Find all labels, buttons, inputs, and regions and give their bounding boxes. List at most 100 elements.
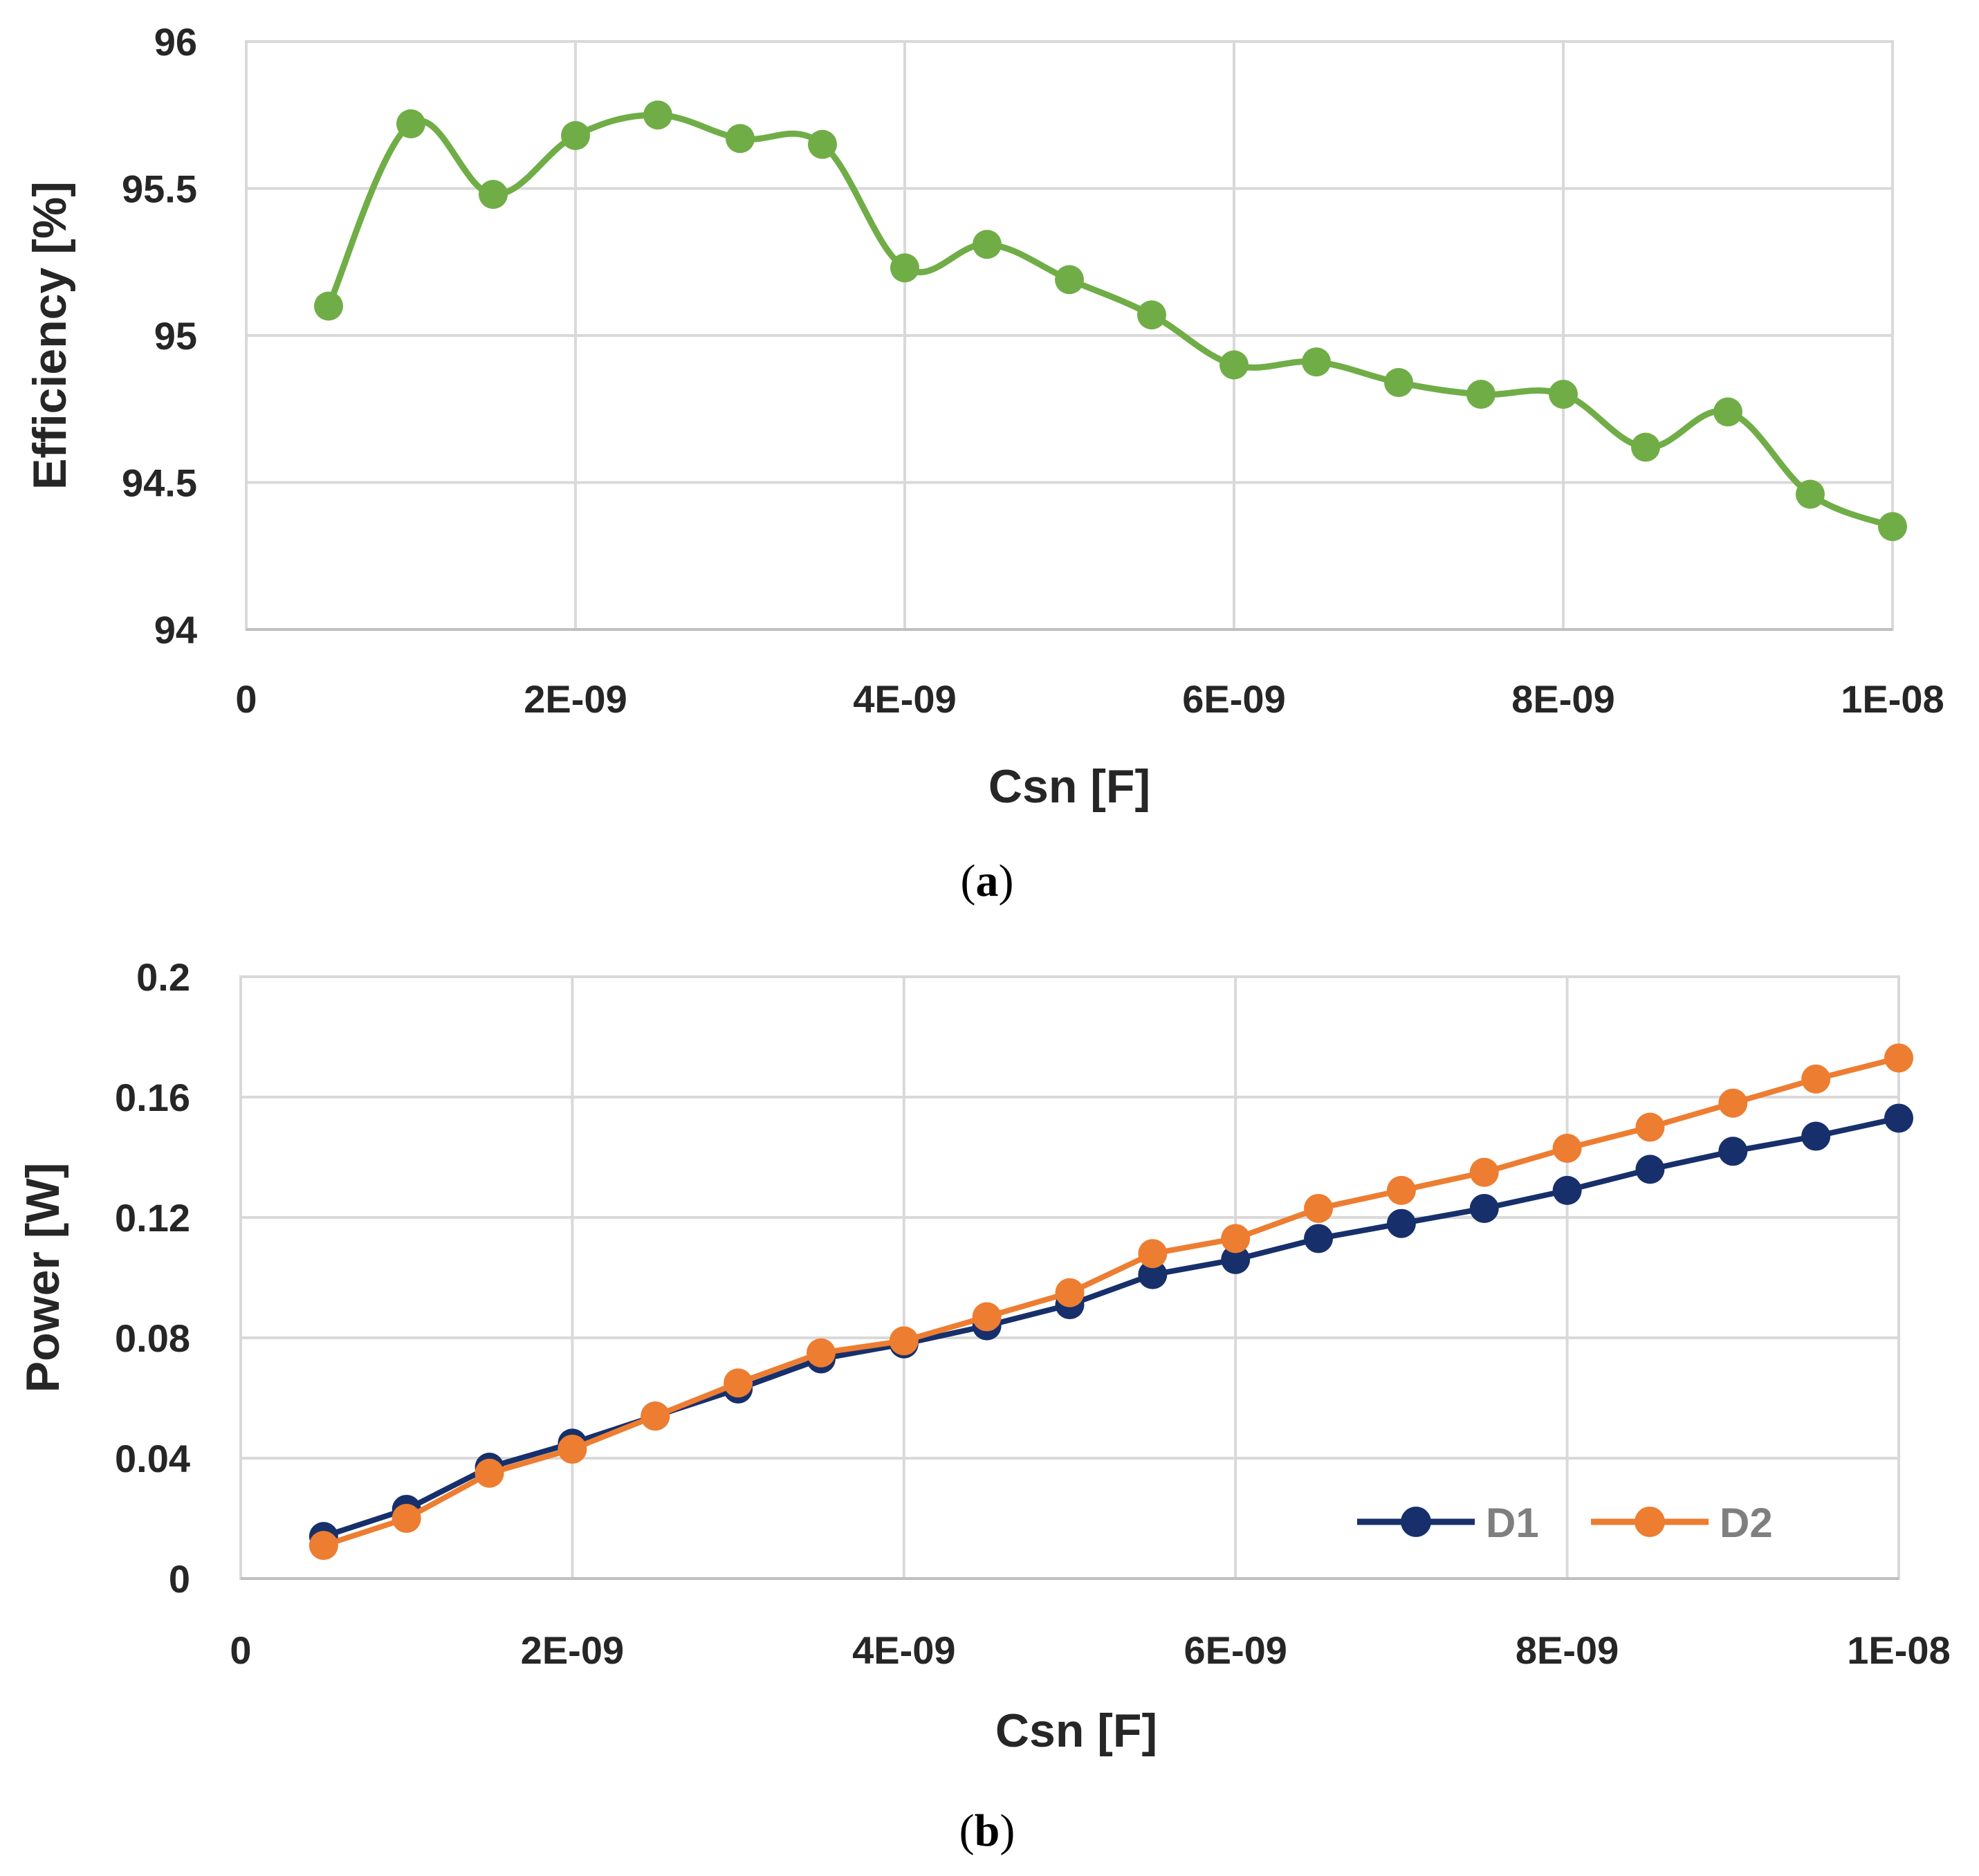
data-point-d2 (641, 1401, 670, 1431)
data-point-d2 (1469, 1157, 1499, 1187)
data-point-efficiency (1631, 432, 1660, 462)
y-tick-label: 0.16 (115, 1076, 190, 1119)
caption-close: ) (1000, 1805, 1015, 1856)
legend-d2-marker (1635, 1507, 1665, 1537)
x-tick-label: 8E-09 (1516, 1628, 1619, 1672)
y-tick-label: 95 (154, 314, 197, 358)
legend-d2-label: D2 (1720, 1500, 1773, 1546)
x-tick-label: 0 (230, 1628, 251, 1672)
data-point-d1 (1801, 1121, 1831, 1151)
data-point-d2 (1801, 1064, 1831, 1094)
x-tick-label: 4E-09 (852, 1628, 955, 1672)
y-tick-label: 96 (154, 20, 197, 64)
caption-open: ( (959, 1805, 975, 1856)
data-point-d1 (1718, 1137, 1748, 1166)
y-tick-label: 95.5 (122, 167, 197, 211)
data-point-d1 (1884, 1103, 1913, 1133)
data-point-d2 (1386, 1175, 1416, 1205)
data-point-d1 (1469, 1193, 1499, 1223)
data-point-efficiency (973, 230, 1002, 259)
data-point-efficiency (1384, 368, 1413, 397)
y-tick-label: 94.5 (122, 461, 197, 505)
data-point-d2 (1718, 1088, 1748, 1118)
x-tick-label: 2E-09 (521, 1628, 624, 1672)
y-tick-label: 94 (154, 608, 197, 652)
legend-d1-label: D1 (1486, 1500, 1539, 1546)
data-point-d2 (475, 1458, 504, 1488)
x-tick-labels: 0 2E-09 4E-09 6E-09 8E-09 1E-08 (235, 677, 1944, 721)
data-point-efficiency (479, 180, 508, 209)
data-point-d2 (1552, 1133, 1582, 1163)
data-point-d1 (1386, 1208, 1416, 1238)
caption-b: (b) (959, 1805, 1015, 1856)
y-tick-label: 0.04 (115, 1437, 190, 1480)
data-point-efficiency (561, 121, 590, 150)
data-point-efficiency (314, 291, 343, 321)
data-point-efficiency (643, 100, 672, 130)
data-point-d2 (558, 1434, 587, 1464)
data-point-d2 (309, 1531, 338, 1561)
caption-open: ( (961, 856, 976, 906)
data-point-efficiency (726, 124, 755, 154)
data-point-d2 (1304, 1193, 1334, 1223)
x-tick-label: 1E-08 (1847, 1628, 1950, 1672)
x-tick-label: 4E-09 (853, 677, 956, 721)
data-point-d2 (972, 1302, 1002, 1332)
data-point-d2 (889, 1326, 919, 1356)
data-point-d2 (1138, 1239, 1168, 1269)
data-point-d2 (1884, 1043, 1913, 1073)
data-point-efficiency (1055, 265, 1084, 295)
efficiency-chart: 94 94.5 95 95.5 96 0 2E-09 4E-09 6E-09 8E-09 1E-0… (24, 20, 1944, 906)
x-tick-label: 1E-08 (1841, 677, 1944, 721)
data-point-efficiency (1137, 300, 1166, 330)
data-point-efficiency (1878, 512, 1907, 542)
data-point-d1 (1221, 1244, 1251, 1274)
x-tick-label: 8E-09 (1511, 677, 1614, 721)
y-tick-labels: 94 94.5 95 95.5 96 (122, 20, 197, 652)
x-axis-title: Csn [F] (988, 760, 1150, 813)
plot-area (239, 975, 1900, 1580)
data-point-efficiency (890, 253, 919, 283)
data-point-d2 (806, 1338, 836, 1368)
x-tick-label: 2E-09 (524, 677, 627, 721)
gridlines (246, 42, 1893, 629)
data-point-d2 (724, 1368, 753, 1398)
caption-a: (a) (961, 856, 1014, 906)
caption-letter: a (976, 856, 999, 906)
data-point-d2 (392, 1504, 421, 1533)
x-tick-label: 0 (235, 677, 257, 721)
y-tick-label: 0 (169, 1557, 190, 1601)
data-point-efficiency (1466, 380, 1495, 409)
data-point-d1 (1552, 1175, 1582, 1205)
data-point-d1 (1138, 1260, 1168, 1289)
data-point-efficiency (1219, 350, 1249, 380)
data-point-efficiency (1302, 347, 1331, 377)
data-point-efficiency (1549, 380, 1578, 409)
data-point-d2 (1055, 1278, 1085, 1307)
y-tick-label: 0.2 (136, 955, 190, 999)
data-point-efficiency (396, 109, 425, 138)
data-point-d1 (1635, 1155, 1665, 1184)
x-tick-labels: 0 2E-09 4E-09 6E-09 8E-09 1E-08 (230, 1628, 1950, 1672)
x-tick-label: 6E-09 (1184, 1628, 1287, 1672)
x-axis-title: Csn [F] (995, 1704, 1157, 1757)
data-point-efficiency (1713, 397, 1742, 427)
efficiency-series (314, 100, 1907, 542)
data-point-efficiency (1796, 479, 1825, 509)
y-axis-title: Efficiency [%] (24, 181, 76, 490)
legend-d1-marker (1401, 1507, 1431, 1537)
x-tick-label: 6E-09 (1182, 677, 1285, 721)
power-series (309, 1043, 1913, 1561)
y-tick-label: 0.08 (115, 1316, 190, 1360)
caption-close: ) (999, 856, 1014, 906)
y-tick-label: 0.12 (115, 1196, 190, 1240)
y-axis-title: Power [W] (17, 1163, 69, 1392)
data-point-efficiency (808, 129, 837, 159)
data-point-d2 (1635, 1112, 1665, 1142)
power-chart: 0 0.04 0.08 0.12 0.16 0.2 0 2E-09 4E-09 6E-09 8E-… (17, 955, 1951, 1856)
caption-letter: b (975, 1805, 1000, 1856)
data-point-d2 (1221, 1224, 1251, 1253)
y-tick-labels: 0 0.04 0.08 0.12 0.16 0.2 (115, 955, 190, 1601)
legend: D1 D2 (1357, 1500, 1773, 1546)
